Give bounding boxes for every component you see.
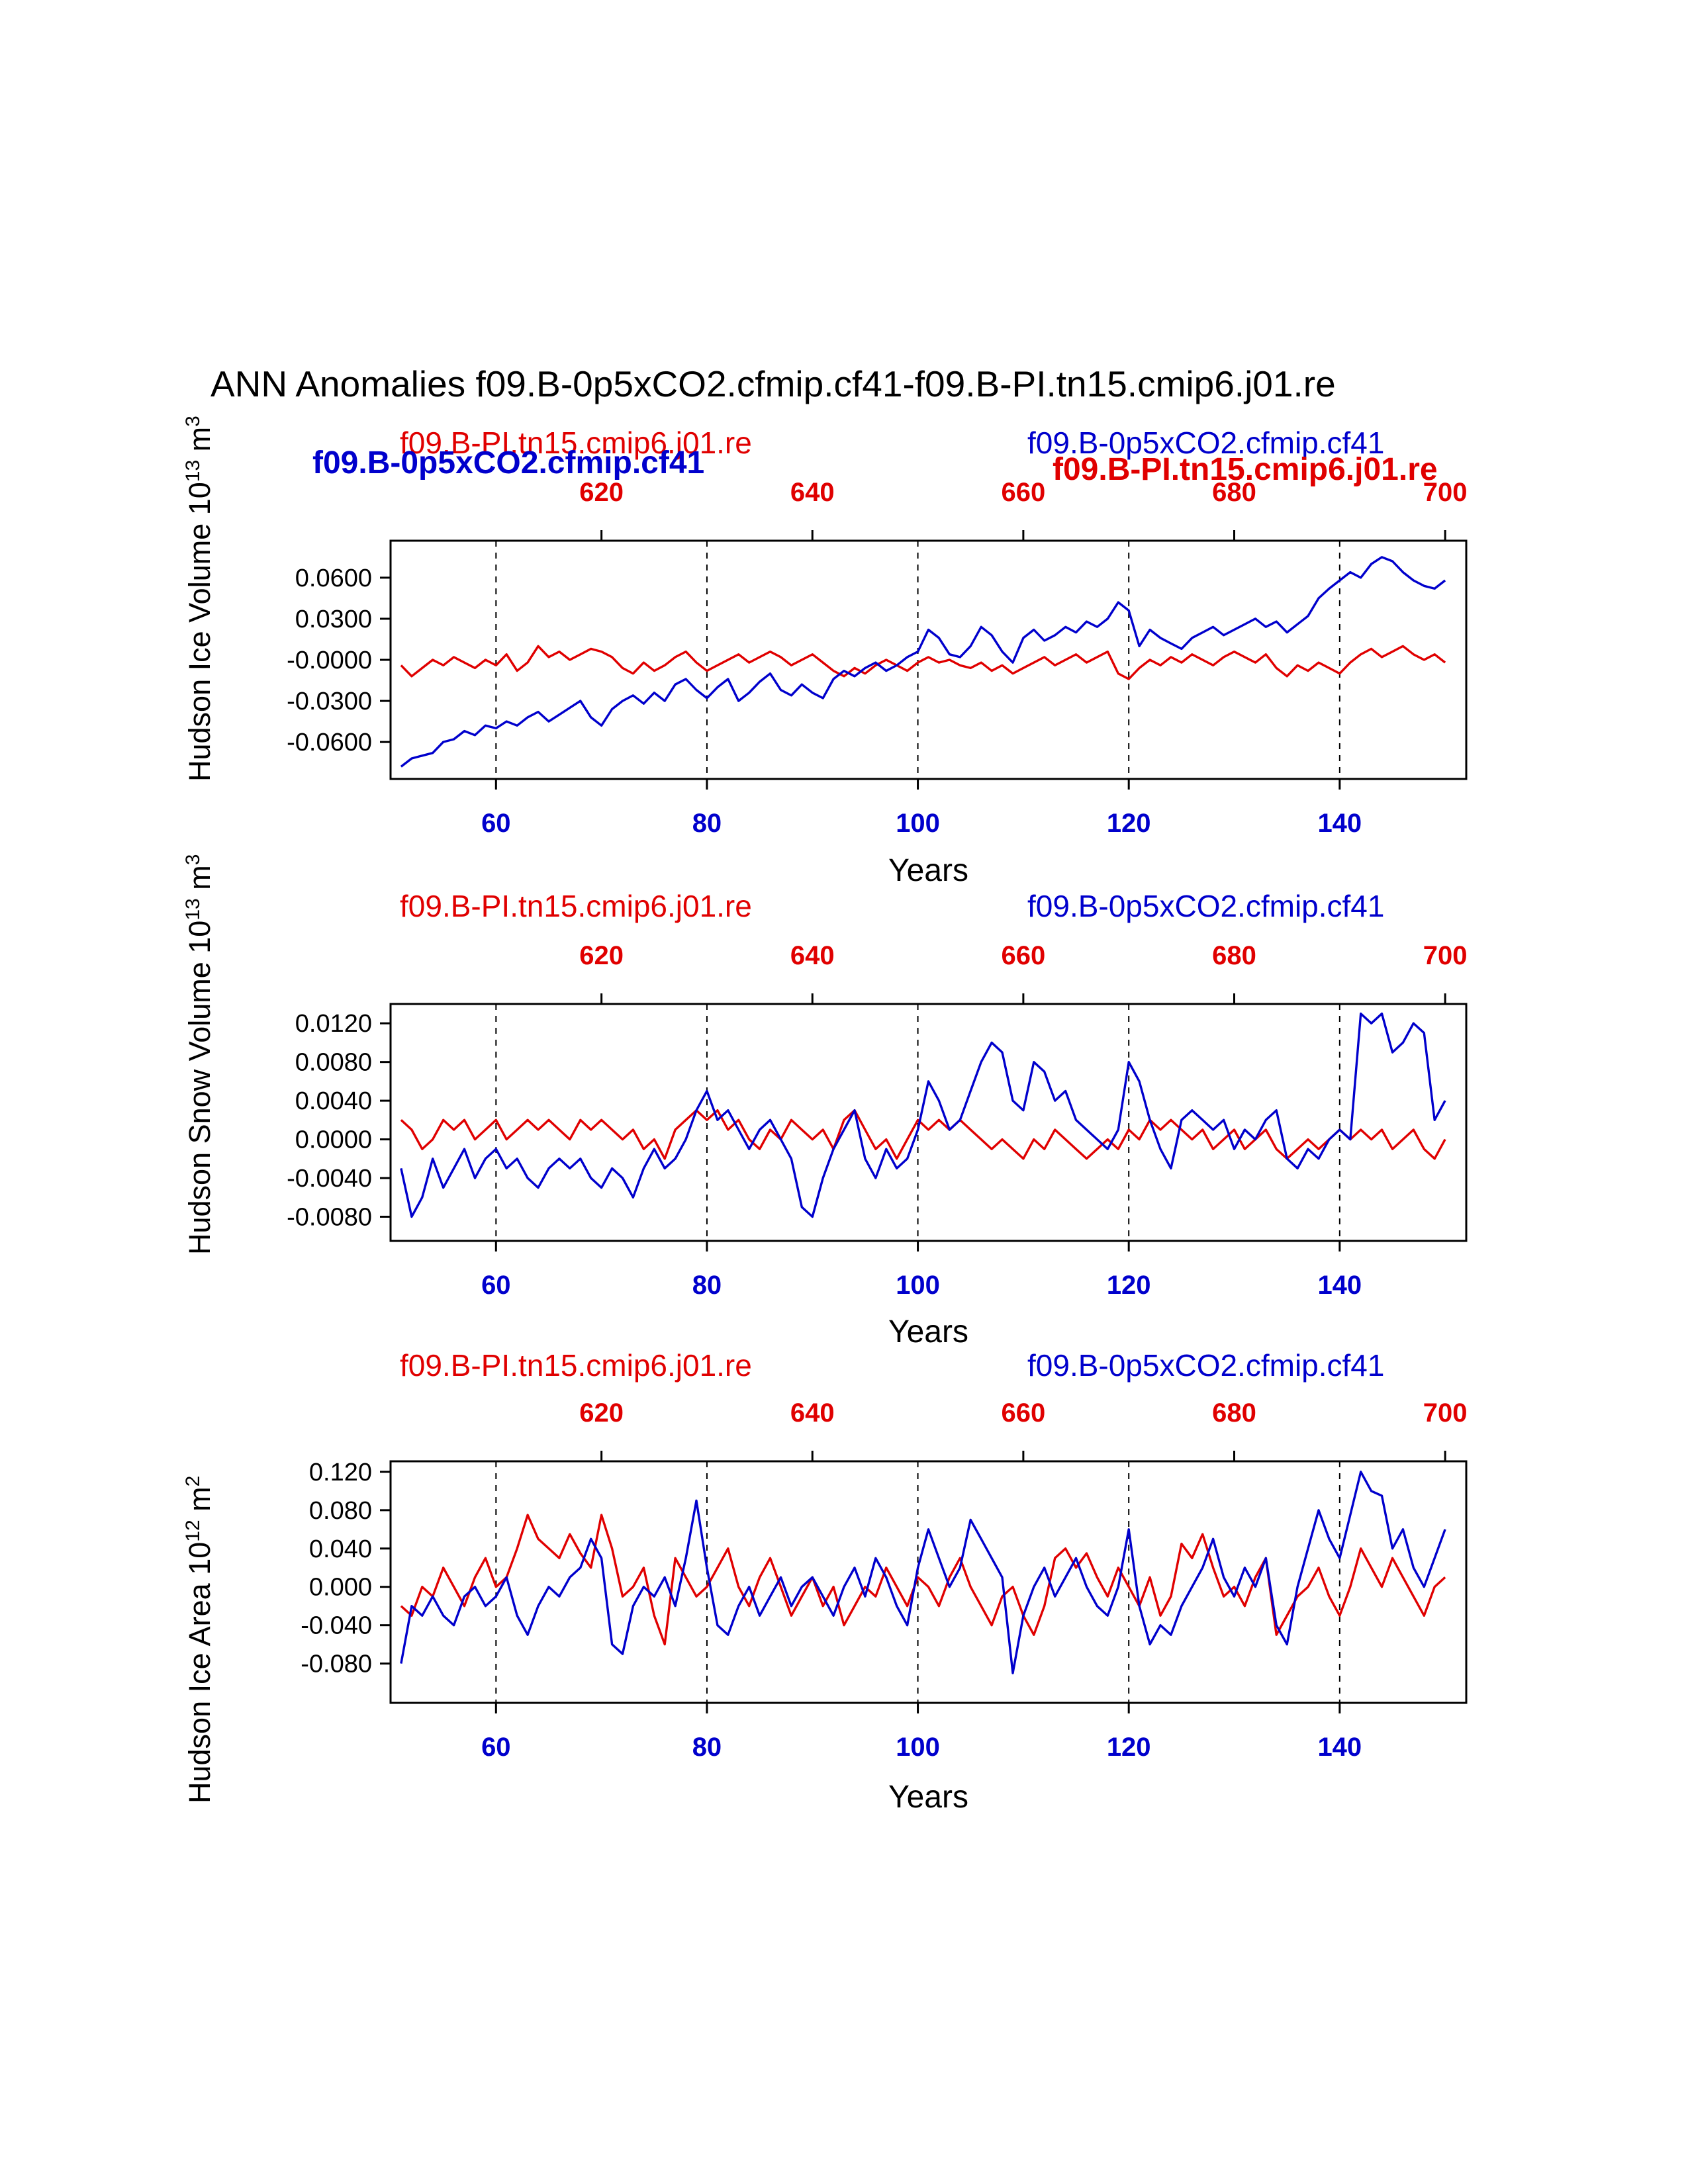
legend-bold-blue-panel1: f09.B-0p5xCO2.cfmip.cf41 [312,445,705,480]
x-tick-label: 80 [692,1271,722,1300]
top-tick-label: 640 [790,478,835,507]
y-axis-label-unit-exponent: 3 [182,854,204,866]
y-tick-label: 0.0000 [295,1126,372,1154]
series-line-red-panel3 [400,1514,1446,1646]
legend-bold-red-panel1: f09.B-PI.tn15.cmip6.j01.re [1053,452,1438,487]
y-tick-label: -0.0600 [287,729,372,756]
series-line-blue-panel1 [400,556,1446,768]
y-axis-label-text: Hudson Ice Area 10 [183,1541,216,1803]
x-tick-label: 100 [896,1271,940,1300]
x-tick-label: 120 [1107,1733,1151,1762]
y-axis-label-text: Hudson Ice Volume 10 [183,482,216,782]
legend-red-panel2: f09.B-PI.tn15.cmip6.j01.re [400,889,752,923]
y-axis-label-exponent: 13 [182,898,204,921]
top-tick-label: 660 [1002,1398,1046,1428]
y-axis-label-panel3: Hudson Ice Area 1012 m2 [181,1476,222,1803]
series-line-blue-panel3 [400,1471,1446,1674]
x-axis-label-panel2: Years [888,1314,968,1349]
top-tick-label: 700 [1423,941,1468,970]
top-tick-label: 620 [579,941,624,970]
plot-frame [389,539,1468,780]
x-tick-label: 60 [481,1733,511,1762]
y-axis-label-exponent: 12 [182,1520,204,1542]
y-tick-label: 0.120 [309,1459,372,1486]
y-axis-label-unit-exponent: 3 [182,416,204,427]
top-tick-label: 700 [1423,1398,1468,1428]
plot-frame [389,1460,1468,1704]
y-tick-label: -0.0300 [287,688,372,715]
top-tick-label: 640 [790,941,835,970]
x-tick-label: 100 [896,809,940,838]
top-tick-label: 680 [1212,941,1256,970]
series-line-blue-panel2 [400,1012,1446,1218]
x-axis-label-panel3: Years [888,1780,968,1815]
page-title: ANN Anomalies f09.B-0p5xCO2.cfmip.cf41-f… [211,363,1336,404]
legend-blue-panel2: f09.B-0p5xCO2.cfmip.cf41 [1027,889,1385,923]
x-tick-label: 100 [896,1733,940,1762]
x-tick-label: 80 [692,809,722,838]
y-tick-label: 0.0080 [295,1049,372,1077]
y-tick-label: 0.0600 [295,565,372,592]
x-tick-label: 140 [1317,809,1362,838]
top-tick-label: 640 [790,1398,835,1428]
x-tick-label: 60 [481,809,511,838]
y-axis-label-exponent: 13 [182,459,204,482]
x-axis-label-panel1: Years [888,853,968,888]
legend-red-panel1: f09.B-PI.tn15.cmip6.j01.re [400,426,752,460]
series-line-red-panel2 [400,1109,1446,1160]
y-axis-label-unit: m [183,426,216,460]
top-tick-label: 620 [579,478,624,507]
series-line-red-panel1 [400,645,1446,680]
x-tick-label: 120 [1107,1271,1151,1300]
y-tick-label: 0.0040 [295,1087,372,1115]
x-tick-label: 60 [481,1271,511,1300]
top-tick-label: 660 [1002,941,1046,970]
y-axis-label-unit-exponent: 2 [182,1475,204,1487]
top-tick-label: 680 [1212,478,1256,507]
legend-blue-panel1: f09.B-0p5xCO2.cfmip.cf41 [1027,426,1385,460]
top-tick-label: 660 [1002,478,1046,507]
y-tick-label: -0.0040 [287,1165,372,1193]
y-axis-label-panel1: Hudson Ice Volume 1013 m3 [181,416,222,782]
legend-red-panel3: f09.B-PI.tn15.cmip6.j01.re [400,1348,752,1383]
x-tick-label: 140 [1317,1733,1362,1762]
top-tick-label: 700 [1423,478,1468,507]
top-tick-label: 620 [579,1398,624,1428]
y-tick-label: 0.040 [309,1535,372,1563]
y-tick-label: -0.080 [301,1651,372,1678]
y-tick-label: -0.040 [301,1612,372,1640]
y-axis-label-panel2: Hudson Snow Volume 1013 m3 [181,854,222,1255]
y-axis-label-unit: m [183,865,216,899]
y-tick-label: 0.000 [309,1574,372,1602]
x-tick-label: 80 [692,1733,722,1762]
y-axis-label-text: Hudson Snow Volume 10 [183,920,216,1255]
top-tick-label: 680 [1212,1398,1256,1428]
y-tick-label: 0.080 [309,1497,372,1525]
x-tick-label: 140 [1317,1271,1362,1300]
y-axis-label-unit: m [183,1486,216,1520]
y-tick-label: -0.0080 [287,1203,372,1231]
y-tick-label: -0.0000 [287,647,372,674]
x-tick-label: 120 [1107,809,1151,838]
legend-blue-panel3: f09.B-0p5xCO2.cfmip.cf41 [1027,1348,1385,1383]
y-tick-label: 0.0120 [295,1010,372,1038]
plot-frame [389,1003,1468,1242]
y-tick-label: 0.0300 [295,606,372,633]
